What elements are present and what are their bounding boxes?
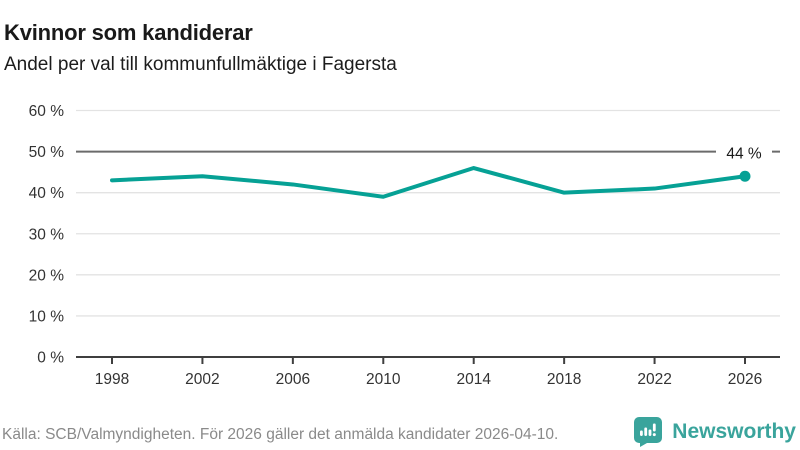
x-axis-tick-label: 2010 — [366, 371, 401, 388]
newsworthy-logo-link[interactable]: Newsworthy — [634, 417, 796, 447]
x-axis-tick-label: 2014 — [456, 371, 491, 388]
x-axis-tick-label: 1998 — [95, 371, 129, 388]
y-axis-tick-label: 30 % — [29, 226, 65, 243]
source-note: Källa: SCB/Valmyndigheten. För 2026 gäll… — [2, 426, 559, 443]
y-axis-tick-label: 20 % — [29, 267, 65, 284]
newsworthy-icon — [634, 417, 663, 447]
speech-bubble-shape — [634, 417, 663, 447]
newsworthy-wordmark: Newsworthy — [672, 420, 796, 443]
y-axis-tick-label: 40 % — [29, 185, 65, 202]
x-axis-tick-label: 2006 — [276, 371, 310, 388]
end-value-label: 44 % — [726, 146, 762, 163]
page-title: Kvinnor som kandiderar — [4, 19, 253, 45]
trend-line — [110, 166, 747, 199]
x-axis-tick-label: 2026 — [728, 371, 762, 388]
end-label-backdrop — [716, 144, 772, 161]
end-point-dot — [739, 170, 751, 182]
y-axis-tick-label: 50 % — [29, 144, 65, 161]
chart-subtitle: Andel per val till kommunfullmäktige i F… — [4, 54, 397, 75]
y-axis-tick-label: 60 % — [29, 103, 65, 120]
x-axis-tick-label: 2018 — [547, 371, 581, 388]
x-axis-tick-label: 2002 — [185, 371, 219, 388]
x-axis-tick-label: 2022 — [637, 371, 671, 388]
y-axis-tick-label: 10 % — [29, 308, 65, 325]
bar-chart-glyph — [640, 423, 657, 437]
y-axis-tick-label: 0 % — [37, 350, 64, 367]
